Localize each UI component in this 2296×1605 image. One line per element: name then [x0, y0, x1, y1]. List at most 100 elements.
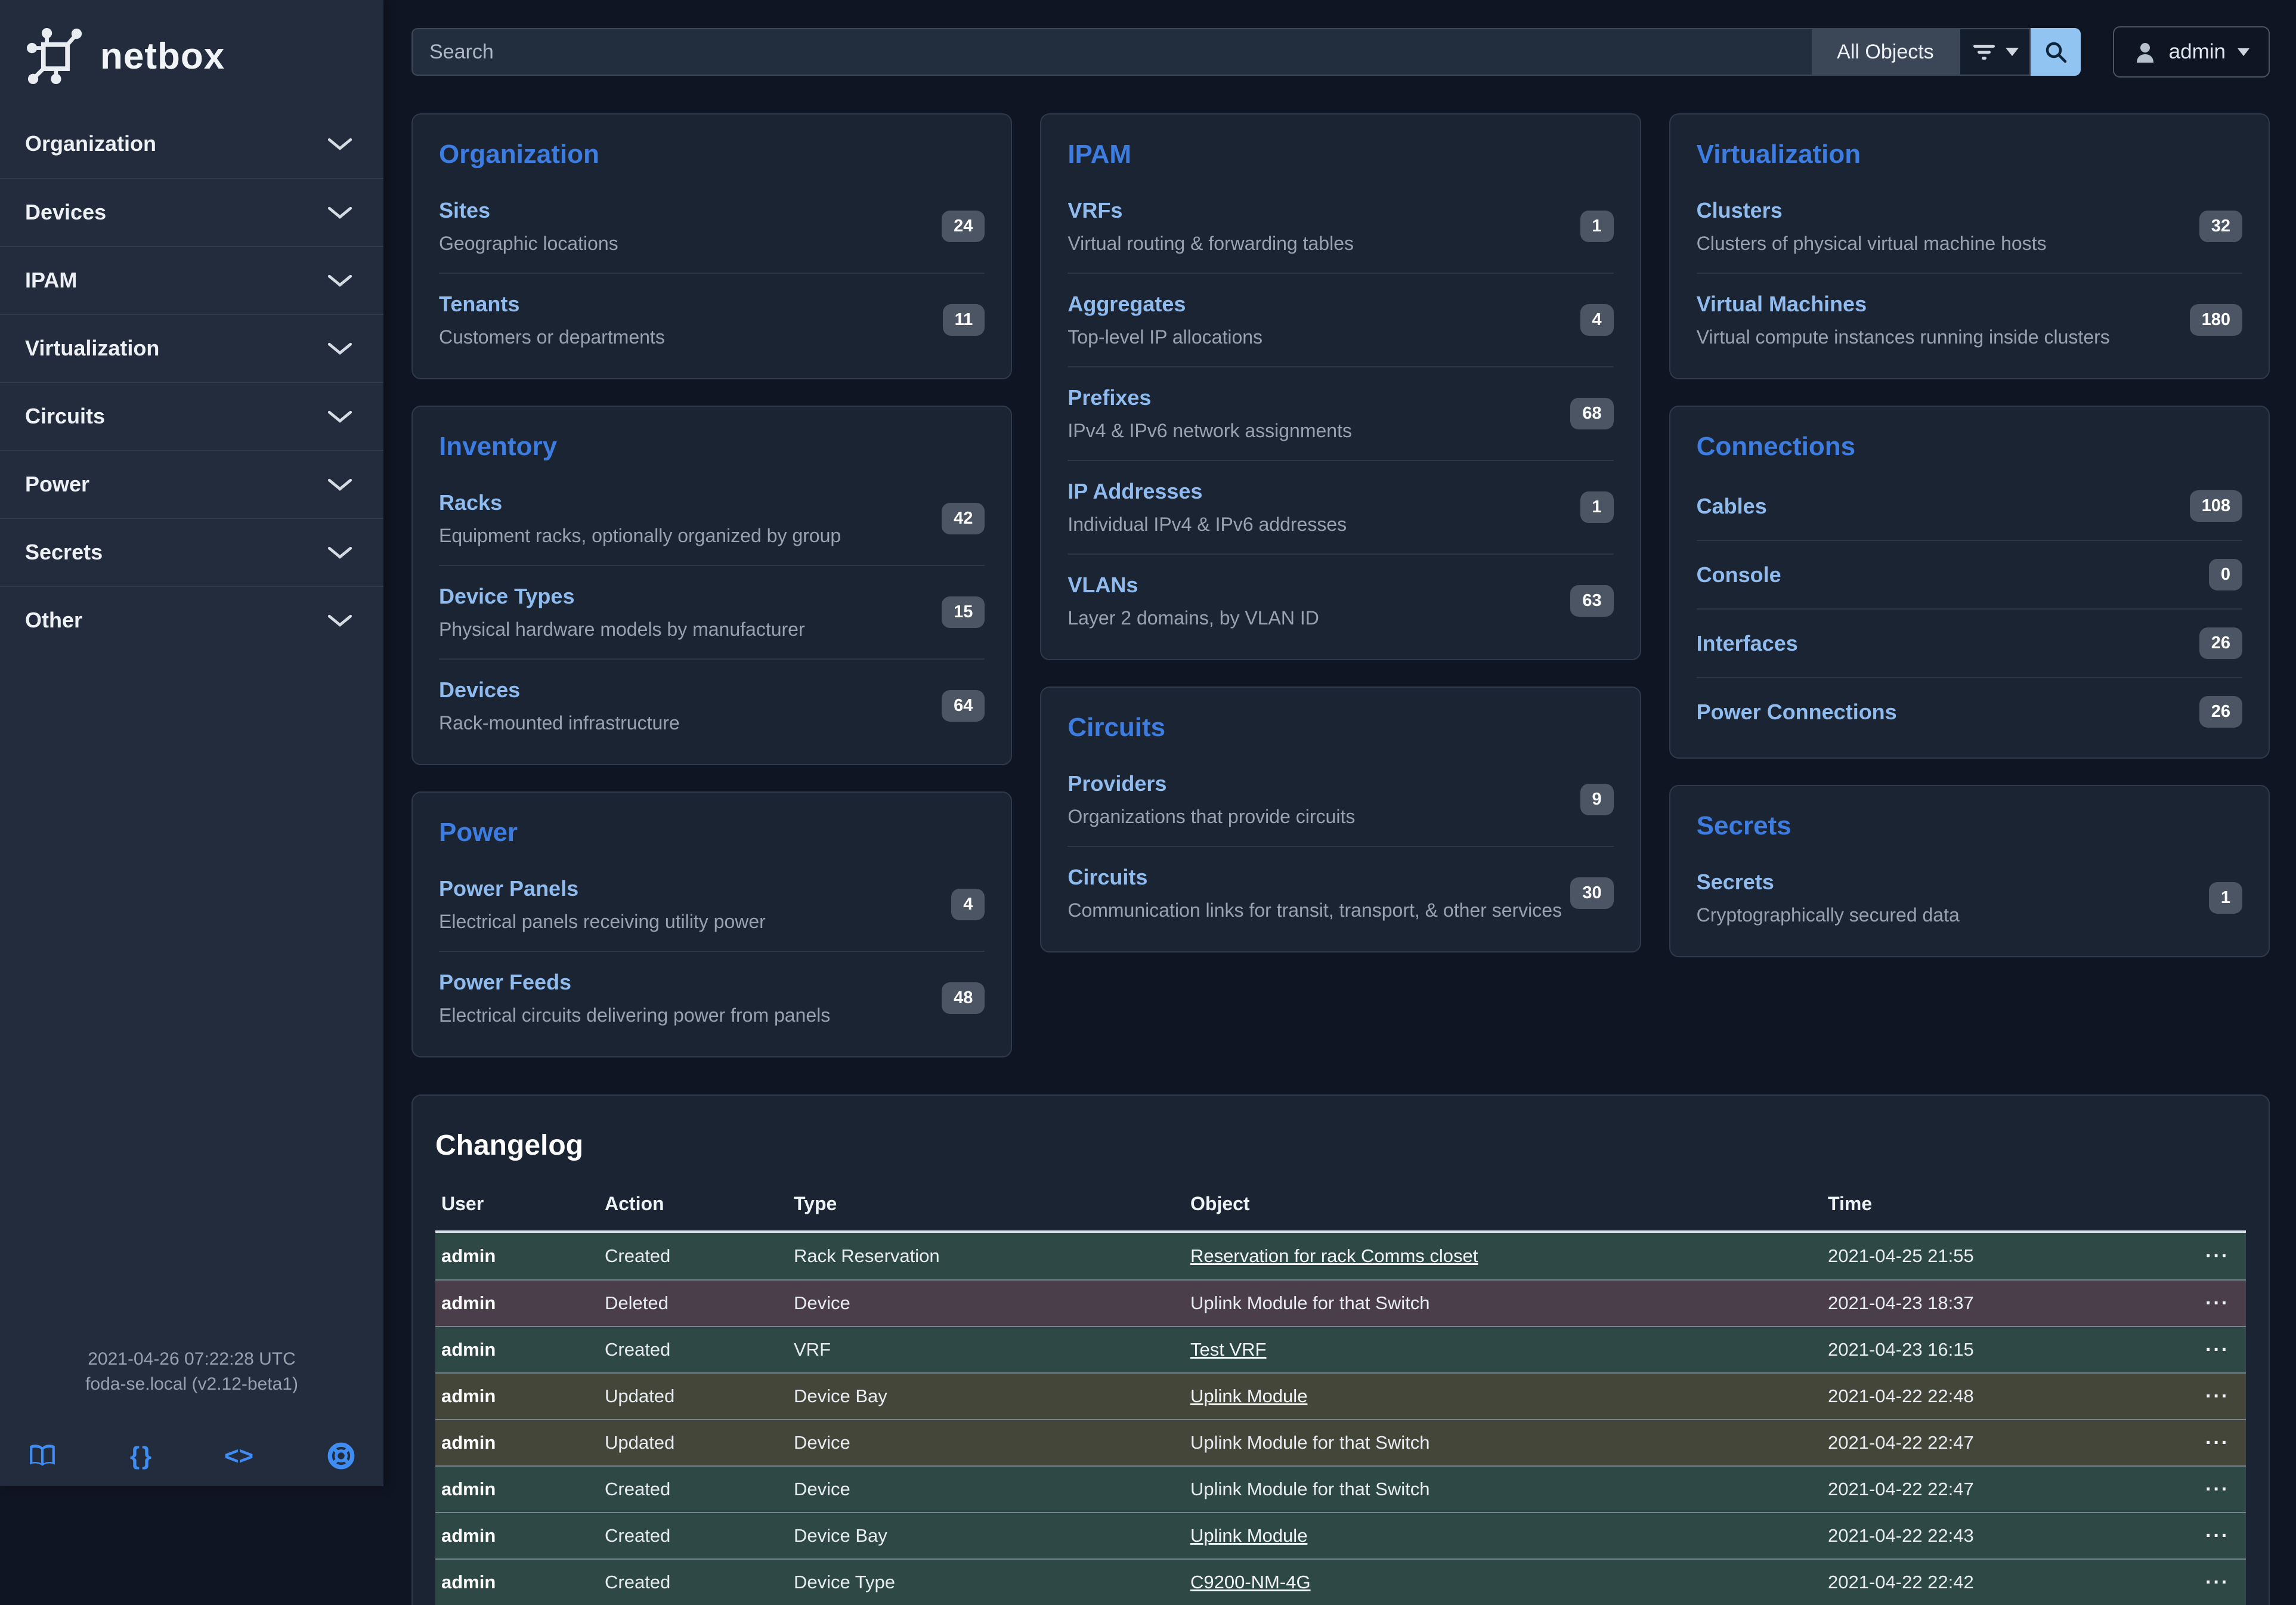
- sidebar-item-label: Power: [25, 472, 90, 496]
- changelog-panel: Changelog User Action Type Object Time admin…: [411, 1094, 2270, 1605]
- card-item-link[interactable]: Racks: [439, 490, 503, 515]
- count-badge: 11: [942, 304, 985, 336]
- card-item-link[interactable]: Console: [1696, 562, 1781, 587]
- card-item-link[interactable]: Power Connections: [1696, 699, 1897, 724]
- sidebar-item-label: Virtualization: [25, 336, 160, 360]
- card-item-interfaces[interactable]: Interfaces 26: [1696, 608, 2242, 677]
- changelog-time: 2021-04-22 22:43: [1828, 1525, 1974, 1546]
- row-actions-button[interactable]: ···: [2205, 1570, 2229, 1594]
- changelog-action: Updated: [605, 1432, 675, 1453]
- card-item-link[interactable]: Cables: [1696, 493, 1767, 518]
- card-item-circuits[interactable]: Circuits Communication links for transit…: [1067, 846, 1614, 939]
- card-item-link[interactable]: Power Feeds: [439, 970, 572, 994]
- search-scope-select[interactable]: All Objects: [1812, 28, 1959, 76]
- user-label: admin: [2168, 40, 2226, 63]
- row-actions-button[interactable]: ···: [2205, 1431, 2229, 1454]
- card-item-vrfs[interactable]: VRFs Virtual routing & forwarding tables…: [1067, 180, 1614, 273]
- card-item-prefixes[interactable]: Prefixes IPv4 & IPv6 network assignments…: [1067, 366, 1614, 460]
- user-menu-button[interactable]: admin: [2112, 26, 2270, 78]
- row-actions-button[interactable]: ···: [2205, 1477, 2229, 1501]
- card-item-link[interactable]: Tenants: [439, 292, 520, 316]
- changelog-user: admin: [441, 1245, 496, 1266]
- card-item-aggregates[interactable]: Aggregates Top-level IP allocations 4: [1067, 273, 1614, 366]
- card-item-secrets[interactable]: Secrets Cryptographically secured data 1: [1697, 852, 2242, 944]
- changelog-object-link[interactable]: Uplink Module: [1190, 1525, 1308, 1546]
- help-ring-icon[interactable]: [326, 1441, 356, 1471]
- search-submit-button[interactable]: [2030, 28, 2081, 76]
- card-item-link[interactable]: Providers: [1067, 771, 1167, 796]
- search-filter-button[interactable]: [1958, 28, 2031, 76]
- docs-book-icon[interactable]: [27, 1441, 57, 1471]
- changelog-object-link[interactable]: Test VRF: [1190, 1339, 1267, 1360]
- netbox-logo[interactable]: netbox: [0, 0, 383, 86]
- card-title: Circuits: [1067, 713, 1166, 742]
- row-actions-button[interactable]: ···: [2205, 1291, 2229, 1315]
- card-item-racks[interactable]: Racks Equipment racks, optionally organi…: [439, 472, 985, 565]
- search-input[interactable]: [411, 28, 1812, 76]
- card-column-2: IPAM VRFs Virtual routing & forwarding t…: [1040, 113, 1641, 953]
- card-item-cables[interactable]: Cables 108: [1697, 472, 2242, 540]
- sidebar-item-other[interactable]: Other: [0, 586, 383, 654]
- sidebar-item-label: Secrets: [25, 540, 103, 564]
- card-item-link[interactable]: Interfaces: [1696, 630, 1798, 655]
- sidebar-item-organization[interactable]: Organization: [0, 110, 383, 178]
- changelog-type: Device: [794, 1292, 850, 1313]
- card-item-link[interactable]: Prefixes: [1067, 385, 1152, 410]
- sidebar-item-label: IPAM: [25, 268, 78, 292]
- card-item-link[interactable]: Clusters: [1696, 198, 1783, 222]
- chevron-down-icon: [2238, 48, 2249, 56]
- card-item-link[interactable]: IP Addresses: [1067, 479, 1203, 503]
- card-item-link[interactable]: Aggregates: [1067, 292, 1186, 316]
- card-item-console[interactable]: Console 0: [1696, 540, 2242, 608]
- card-item-virtual-machines[interactable]: Virtual Machines Virtual compute instanc…: [1696, 273, 2242, 366]
- row-actions-button[interactable]: ···: [2205, 1524, 2229, 1547]
- card-item-link[interactable]: Circuits: [1067, 865, 1148, 889]
- card-title: Power: [439, 818, 518, 847]
- card-item-devices[interactable]: Devices Rack-mounted infrastructure 64: [439, 658, 985, 752]
- source-code-icon[interactable]: <>: [224, 1442, 254, 1470]
- changelog-object-link[interactable]: C9200-NM-4G: [1190, 1572, 1311, 1592]
- sidebar-item-secrets[interactable]: Secrets: [0, 518, 383, 586]
- card-item-link[interactable]: Secrets: [1696, 870, 1774, 894]
- row-actions-button[interactable]: ···: [2205, 1338, 2229, 1361]
- search-scope-label: All Objects: [1837, 40, 1934, 63]
- card-item-tenants[interactable]: Tenants Customers or departments 11: [439, 273, 985, 366]
- card-item-power-panels[interactable]: Power Panels Electrical panels receiving…: [439, 858, 985, 951]
- card-item-link[interactable]: VRFs: [1067, 198, 1123, 222]
- card-item-description: Virtual compute instances running inside…: [1696, 326, 2110, 348]
- card-item-vlans[interactable]: VLANs Layer 2 domains, by VLAN ID 63: [1067, 553, 1614, 647]
- card-item-link[interactable]: Sites: [439, 198, 491, 222]
- sidebar-item-virtualization[interactable]: Virtualization: [0, 314, 383, 382]
- card-item-link[interactable]: Power Panels: [439, 876, 579, 901]
- card-item-link[interactable]: Devices: [439, 678, 521, 702]
- row-actions-button[interactable]: ···: [2205, 1384, 2229, 1408]
- changelog-action: Deleted: [605, 1292, 669, 1313]
- card-item-power-connections[interactable]: Power Connections 26: [1696, 677, 2242, 746]
- card-item-clusters[interactable]: Clusters Clusters of physical virtual ma…: [1697, 180, 2242, 273]
- sidebar-item-label: Devices: [25, 200, 107, 224]
- chevron-down-icon: [327, 614, 352, 627]
- card-item-device-types[interactable]: Device Types Physical hardware models by…: [439, 565, 985, 658]
- api-braces-icon[interactable]: { }: [129, 1442, 152, 1470]
- card-item-ip-addresses[interactable]: IP Addresses Individual IPv4 & IPv6 addr…: [1067, 460, 1614, 553]
- sidebar-item-ipam[interactable]: IPAM: [0, 246, 383, 314]
- count-badge: 63: [1570, 585, 1614, 617]
- sidebar-item-devices[interactable]: Devices: [0, 178, 383, 246]
- sidebar-item-circuits[interactable]: Circuits: [0, 382, 383, 450]
- row-actions-button[interactable]: ···: [2205, 1244, 2229, 1267]
- sidebar-item-power[interactable]: Power: [0, 450, 383, 518]
- card-item-link[interactable]: Device Types: [439, 584, 575, 608]
- count-badge: 9: [1580, 784, 1614, 815]
- card-item-providers[interactable]: Providers Organizations that provide cir…: [1067, 753, 1614, 846]
- changelog-object-link[interactable]: Uplink Module: [1190, 1386, 1308, 1406]
- card-item-power-feeds[interactable]: Power Feeds Electrical circuits deliveri…: [439, 951, 985, 1044]
- card-item-sites[interactable]: Sites Geographic locations 24: [439, 180, 985, 273]
- card-item-link[interactable]: Virtual Machines: [1696, 292, 1867, 316]
- count-badge: 30: [1570, 877, 1614, 909]
- changelog-object-link[interactable]: Reservation for rack Comms closet: [1190, 1245, 1478, 1266]
- count-badge: 1: [2208, 882, 2242, 914]
- changelog-body: admin Created Rack Reservation Reservati…: [435, 1233, 2246, 1605]
- changelog-type: Rack Reservation: [794, 1245, 940, 1266]
- card-item-link[interactable]: VLANs: [1067, 573, 1138, 597]
- card-secrets: Secrets Secrets Cryptographically secure…: [1669, 785, 2270, 957]
